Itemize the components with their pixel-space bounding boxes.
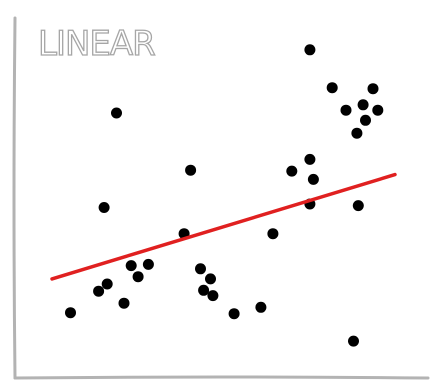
data-point-2 bbox=[93, 285, 105, 297]
data-point-23 bbox=[304, 44, 316, 56]
x-axis-line bbox=[13, 375, 430, 380]
data-point-26 bbox=[348, 335, 359, 347]
data-point-19 bbox=[286, 165, 298, 177]
data-point-24 bbox=[326, 82, 338, 94]
data-point-29 bbox=[357, 99, 369, 111]
data-point-9 bbox=[142, 258, 154, 270]
data-point-6 bbox=[118, 297, 130, 309]
data-point-31 bbox=[367, 83, 379, 95]
data-point-8 bbox=[132, 271, 144, 283]
data-point-4 bbox=[101, 278, 113, 290]
data-point-28 bbox=[352, 200, 364, 212]
data-point-12 bbox=[195, 263, 206, 275]
data-point-18 bbox=[267, 228, 279, 240]
data-point-13 bbox=[198, 284, 210, 296]
data-point-7 bbox=[125, 260, 137, 272]
data-point-27 bbox=[351, 127, 363, 139]
data-point-16 bbox=[228, 308, 240, 320]
data-point-17 bbox=[255, 301, 267, 313]
data-point-20 bbox=[304, 153, 316, 165]
linear-trend-line bbox=[50, 172, 397, 281]
data-point-3 bbox=[98, 202, 110, 213]
data-point-1 bbox=[65, 307, 76, 319]
data-point-11 bbox=[185, 164, 197, 176]
data-point-14 bbox=[205, 273, 216, 285]
y-axis-line bbox=[12, 16, 17, 380]
data-points bbox=[65, 44, 384, 347]
data-point-30 bbox=[360, 114, 371, 126]
data-point-25 bbox=[340, 104, 352, 116]
data-point-15 bbox=[207, 290, 219, 302]
data-point-22 bbox=[307, 173, 319, 185]
data-point-32 bbox=[372, 104, 384, 116]
data-point-5 bbox=[111, 107, 122, 119]
chart-title: LINEAR bbox=[38, 24, 155, 64]
